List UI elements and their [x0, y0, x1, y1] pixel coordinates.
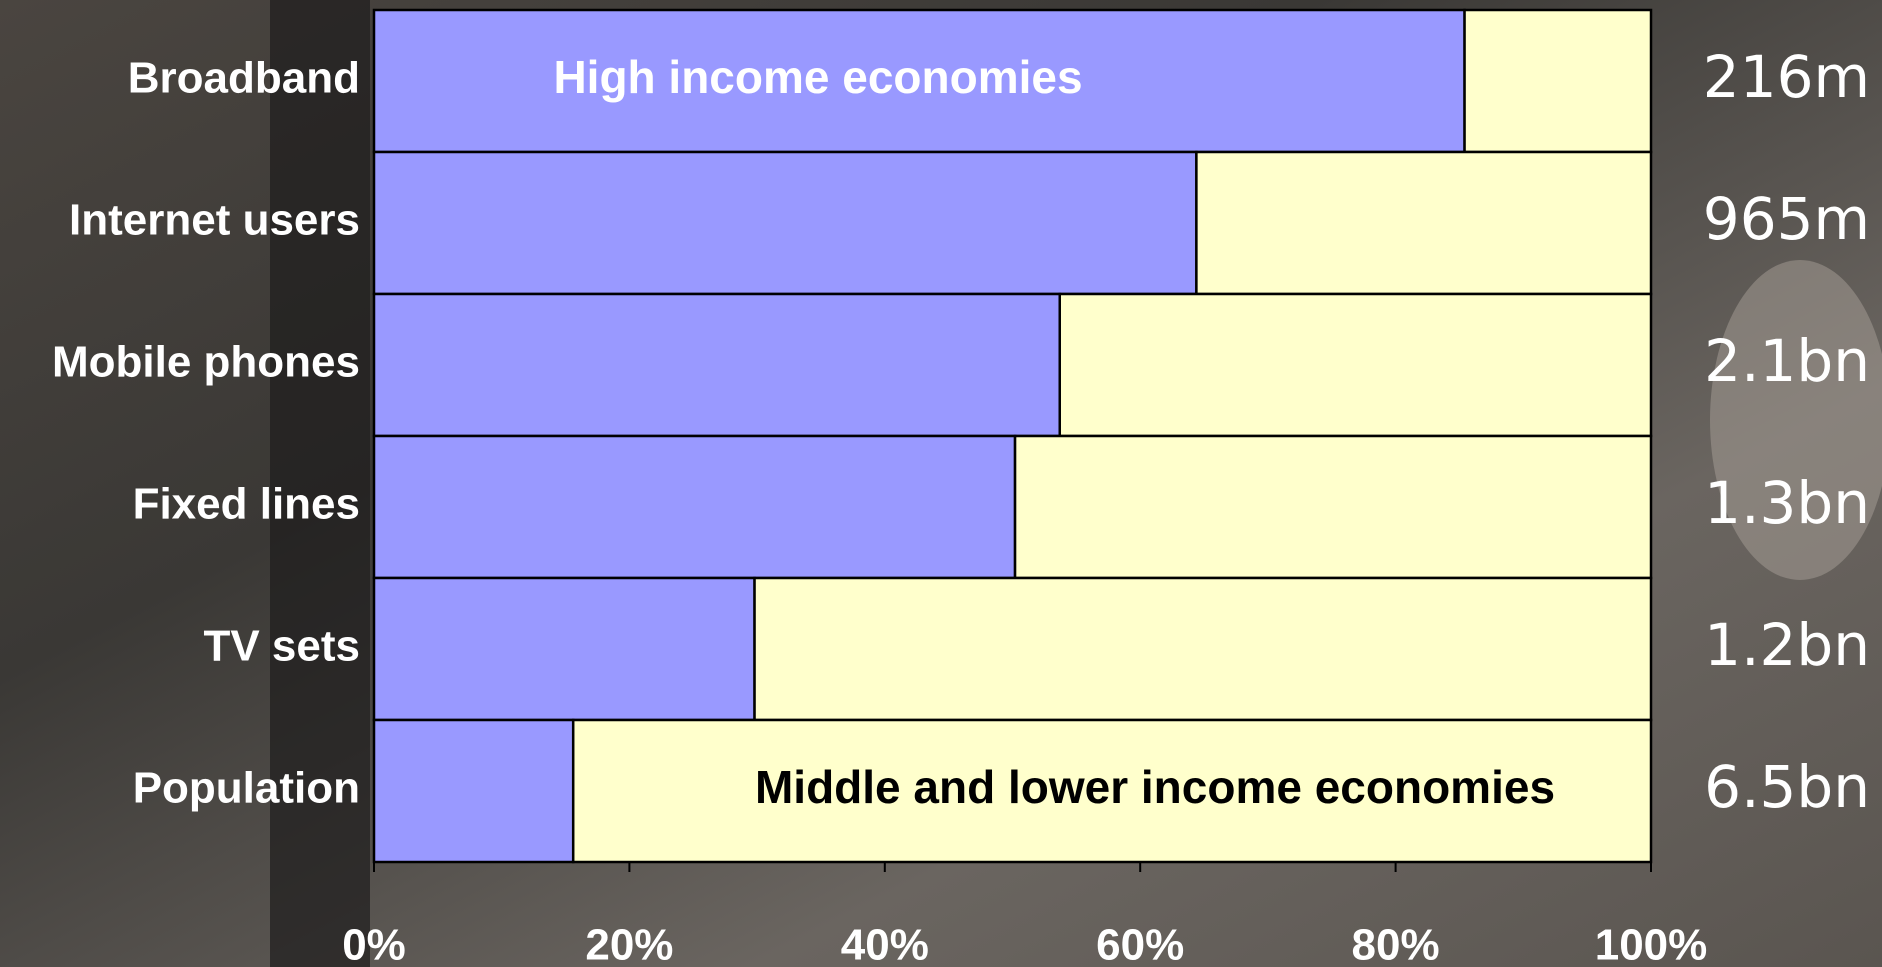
series-label: Middle and lower income economies [755, 761, 1555, 813]
total-label: 6.5bn [1704, 753, 1870, 821]
bar-segment [1058, 292, 1653, 438]
category-label: Fixed lines [133, 480, 360, 529]
category-label: Population [133, 764, 360, 813]
bar-segment [372, 8, 1466, 154]
bar-segment [372, 434, 1017, 580]
total-label: 216m [1703, 43, 1870, 111]
total-label: 2.1bn [1704, 327, 1870, 395]
category-label: Mobile phones [52, 338, 360, 387]
bar-segment [372, 292, 1061, 438]
total-label: 1.2bn [1704, 611, 1870, 679]
x-tick-label: 40% [841, 921, 929, 967]
series-label: High income economies [553, 51, 1082, 103]
bar-segment [571, 718, 1653, 864]
bar-segment [1195, 150, 1653, 296]
category-label: Broadband [128, 54, 360, 103]
bar-segment [753, 576, 1653, 722]
x-tick-label: 0% [342, 921, 406, 967]
bar-segment [372, 576, 756, 722]
category-label: TV sets [203, 622, 360, 671]
total-label: 1.3bn [1704, 469, 1870, 537]
bar-segment [1463, 8, 1653, 154]
category-label: Internet users [69, 196, 360, 245]
x-tick-label: 100% [1595, 921, 1708, 967]
x-tick-label: 60% [1096, 921, 1184, 967]
background-light [1710, 260, 1882, 580]
bar-segment [1013, 434, 1653, 580]
x-tick-label: 20% [585, 921, 673, 967]
total-label: 965m [1703, 185, 1870, 253]
bar-segment [372, 718, 575, 864]
background-shade [270, 0, 370, 967]
x-tick-label: 80% [1352, 921, 1440, 967]
bar-segment [372, 150, 1198, 296]
